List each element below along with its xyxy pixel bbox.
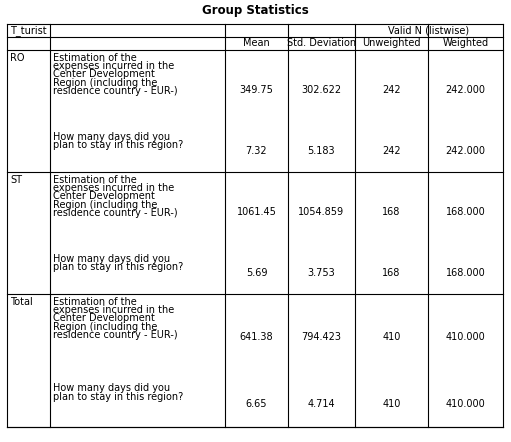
Text: Estimation of the: Estimation of the [53, 53, 137, 63]
Text: T_turist: T_turist [10, 25, 47, 36]
Text: 410: 410 [382, 399, 401, 409]
Text: plan to stay in this region?: plan to stay in this region? [53, 392, 183, 402]
Text: How many days did you: How many days did you [53, 384, 170, 393]
Text: Center Development: Center Development [53, 313, 155, 324]
Text: Group Statistics: Group Statistics [202, 4, 308, 17]
Text: 242.000: 242.000 [446, 85, 485, 95]
Text: Weighted: Weighted [443, 38, 489, 49]
Text: expenses incurred in the: expenses incurred in the [53, 61, 174, 71]
Text: 5.69: 5.69 [246, 268, 267, 278]
Text: ST: ST [10, 175, 22, 185]
Text: 6.65: 6.65 [246, 399, 267, 409]
Text: Estimation of the: Estimation of the [53, 175, 137, 185]
Text: Region (including the: Region (including the [53, 78, 157, 88]
Text: 641.38: 641.38 [240, 332, 273, 342]
Text: How many days did you: How many days did you [53, 132, 170, 142]
Text: expenses incurred in the: expenses incurred in the [53, 305, 174, 315]
Text: 168: 168 [382, 207, 401, 217]
Text: How many days did you: How many days did you [53, 254, 170, 264]
Text: 410: 410 [382, 332, 401, 342]
Text: Region (including the: Region (including the [53, 322, 157, 332]
Text: 168: 168 [382, 268, 401, 278]
Text: 7.32: 7.32 [246, 146, 267, 156]
Text: 1054.859: 1054.859 [298, 207, 344, 217]
Text: 794.423: 794.423 [301, 332, 341, 342]
Text: 4.714: 4.714 [308, 399, 335, 409]
Text: plan to stay in this region?: plan to stay in this region? [53, 263, 183, 273]
Text: 302.622: 302.622 [301, 85, 341, 95]
Text: RO: RO [10, 53, 25, 63]
Text: 3.753: 3.753 [308, 268, 335, 278]
Text: 5.183: 5.183 [308, 146, 335, 156]
Text: Estimation of the: Estimation of the [53, 297, 137, 307]
Text: 242.000: 242.000 [446, 146, 485, 156]
Text: 349.75: 349.75 [240, 85, 273, 95]
Text: expenses incurred in the: expenses incurred in the [53, 183, 174, 193]
Text: Valid N (listwise): Valid N (listwise) [388, 26, 470, 35]
Text: residence country - EUR-): residence country - EUR-) [53, 330, 178, 340]
Text: 1061.45: 1061.45 [237, 207, 276, 217]
Text: Center Development: Center Development [53, 69, 155, 80]
Text: Center Development: Center Development [53, 191, 155, 202]
Text: 410.000: 410.000 [446, 332, 485, 342]
Text: Unweighted: Unweighted [362, 38, 421, 49]
Text: residence country - EUR-): residence country - EUR-) [53, 208, 178, 218]
Text: 410.000: 410.000 [446, 399, 485, 409]
Text: plan to stay in this region?: plan to stay in this region? [53, 141, 183, 150]
Text: 168.000: 168.000 [446, 268, 485, 278]
Text: 242: 242 [382, 146, 401, 156]
Text: Total: Total [10, 297, 33, 307]
Text: residence country - EUR-): residence country - EUR-) [53, 86, 178, 96]
Text: Std. Deviation: Std. Deviation [287, 38, 356, 49]
Text: Mean: Mean [243, 38, 270, 49]
Text: 242: 242 [382, 85, 401, 95]
Text: 168.000: 168.000 [446, 207, 485, 217]
Text: Region (including the: Region (including the [53, 200, 157, 210]
